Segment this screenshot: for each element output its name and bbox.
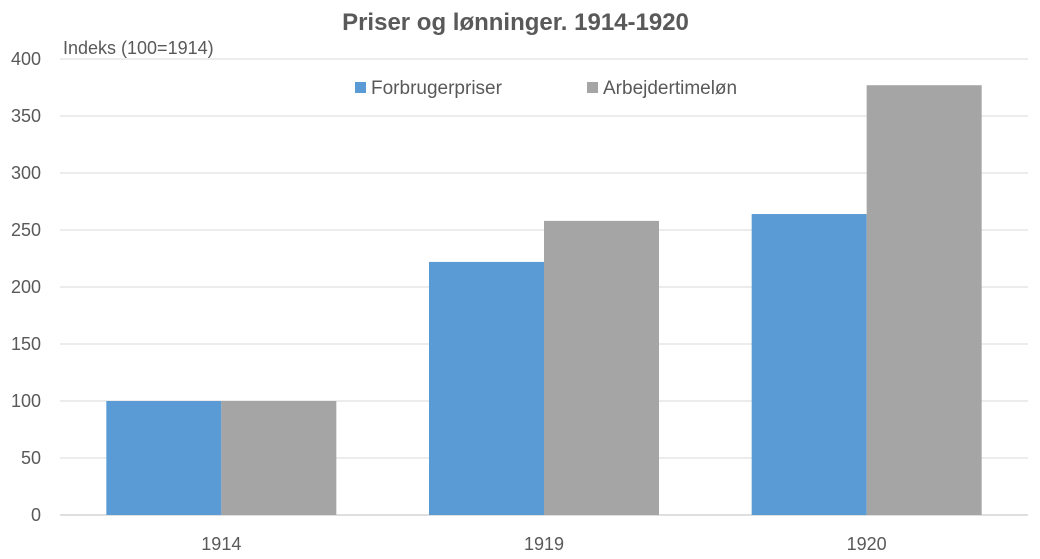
bar-Arbejdertimeløn-1920 — [866, 85, 982, 515]
legend-swatch — [587, 82, 598, 93]
y-axis-ticks: 0 50 100 150 200 250 300 350 400 — [11, 49, 41, 525]
x-tick-label: 1920 — [847, 534, 887, 554]
chart-title: Priser og lønninger. 1914-1920 — [342, 9, 689, 36]
x-tick-label: 1914 — [201, 534, 241, 554]
y-tick-label: 250 — [11, 220, 41, 240]
legend-label: Forbrugerpriser — [371, 78, 503, 99]
y-tick-label: 400 — [11, 49, 41, 69]
bar-Forbrugerpriser-1919 — [429, 261, 544, 515]
bar-Arbejdertimeløn-1919 — [544, 220, 659, 515]
y-tick-label: 200 — [11, 277, 41, 297]
y-tick-label: 50 — [21, 448, 41, 468]
legend-label: Arbejdertimeløn — [603, 78, 737, 99]
y-tick-label: 150 — [11, 334, 41, 354]
bar-Arbejdertimeløn-1914 — [221, 401, 337, 515]
y-tick-label: 350 — [11, 106, 41, 126]
legend: Forbrugerpriser Arbejdertimeløn — [355, 78, 737, 99]
x-axis-ticks: 1914 1919 1920 — [201, 534, 886, 554]
y-axis-title: Indeks (100=1914) — [63, 38, 214, 58]
y-tick-label: 100 — [11, 391, 41, 411]
legend-swatch — [355, 82, 366, 93]
y-tick-label: 0 — [31, 505, 41, 525]
bar-Forbrugerpriser-1920 — [751, 214, 867, 516]
bar-Forbrugerpriser-1914 — [106, 401, 222, 515]
x-tick-label: 1919 — [524, 534, 564, 554]
bars — [106, 85, 982, 516]
y-tick-label: 300 — [11, 163, 41, 183]
